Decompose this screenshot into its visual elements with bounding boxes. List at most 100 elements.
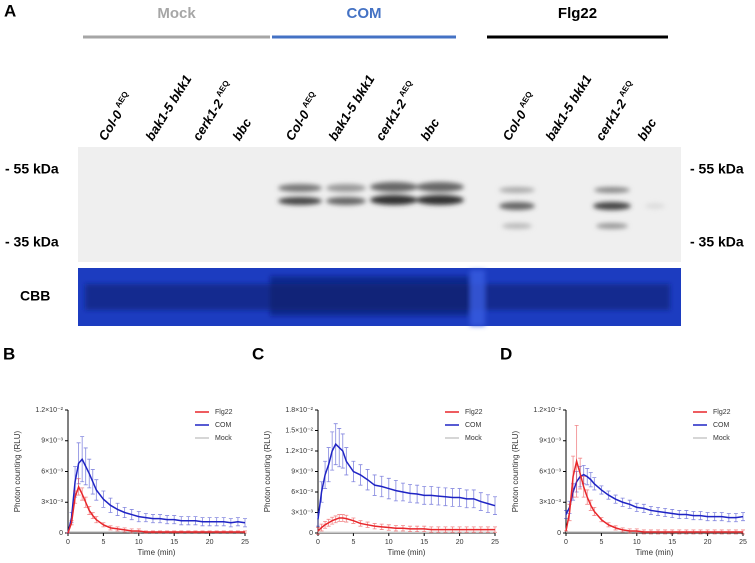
y-tick-label: 3×10⁻³	[41, 499, 63, 506]
y-tick-label: 6×10⁻³	[291, 489, 313, 496]
marker-label: - 55 kDa	[690, 161, 744, 177]
legend-label: Mock	[215, 435, 232, 442]
x-axis-label: Time (min)	[388, 548, 426, 557]
marker-label: - 35 kDa	[5, 234, 59, 250]
series-line	[565, 458, 743, 533]
y-tick-label: 0	[59, 530, 63, 537]
y-axis-label: Photon counting (RLU)	[263, 430, 272, 512]
y-tick-label: 3×10⁻³	[539, 499, 561, 506]
legend-label: Flg22	[713, 409, 731, 416]
series-line	[67, 484, 245, 534]
lane-sup: AEQ	[617, 79, 634, 98]
panel-label: D	[500, 344, 512, 363]
lane-name: bak1-5 bkk1	[326, 72, 378, 143]
x-tick-label: 5	[351, 539, 355, 546]
lane-label: cerk1-2AEQ	[592, 79, 641, 144]
lane-name: bak1-5 bkk1	[543, 72, 595, 143]
series-line	[317, 517, 495, 532]
x-tick-label: 5	[599, 539, 603, 546]
lane-label: Col-0AEQ	[282, 90, 324, 143]
bands	[278, 182, 665, 229]
lane-label: bak1-5 bkk1	[326, 72, 378, 143]
y-tick-label: 1.8×10⁻²	[285, 407, 313, 414]
x-tick-label: 15	[668, 539, 676, 546]
y-tick-label: 6×10⁻³	[41, 468, 63, 475]
lane-label: cerk1-2AEQ	[372, 79, 421, 144]
lane-sup: AEQ	[113, 90, 130, 109]
lane-name: bak1-5 bkk1	[143, 72, 195, 143]
lane-label: Col-0AEQ	[499, 90, 541, 143]
series-line	[565, 473, 744, 519]
blot	[78, 147, 681, 262]
lane-label: Col-0AEQ	[95, 90, 137, 143]
x-tick-label: 15	[170, 539, 178, 546]
lane-name: bbc	[635, 115, 660, 143]
x-tick-label: 0	[316, 539, 320, 546]
legend-label: Flg22	[215, 409, 233, 416]
y-tick-label: 1.2×10⁻²	[285, 448, 313, 455]
x-tick-label: 20	[456, 539, 464, 546]
lane-label: bak1-5 bkk1	[143, 72, 195, 143]
x-tick-label: 20	[704, 539, 712, 546]
x-axis-label: Time (min)	[138, 548, 176, 557]
stain-label: CBB	[20, 288, 50, 304]
lane-sup: AEQ	[397, 79, 414, 98]
marker-label: - 35 kDa	[690, 234, 744, 250]
x-axis-label: Time (min)	[636, 548, 674, 557]
x-tick-label: 25	[241, 539, 249, 546]
x-tick-label: 25	[491, 539, 499, 546]
lane-name: Col-0	[283, 107, 313, 143]
x-tick-label: 0	[66, 539, 70, 546]
x-tick-label: 25	[739, 539, 747, 546]
group-label: Flg22	[558, 5, 597, 22]
y-tick-label: 9×10⁻³	[291, 468, 313, 475]
legend-label: COM	[713, 422, 730, 429]
panel-label: A	[4, 1, 16, 20]
lane-sup: AEQ	[214, 79, 231, 98]
legend-label: COM	[215, 422, 232, 429]
y-tick-label: 0	[309, 530, 313, 537]
y-tick-label: 1.2×10⁻²	[533, 407, 561, 414]
y-tick-label: 9×10⁻³	[41, 438, 63, 445]
lane-label: bbc	[635, 115, 660, 143]
y-tick-label: 0	[557, 530, 561, 537]
x-tick-label: 10	[633, 539, 641, 546]
group-label: COM	[347, 5, 382, 22]
lane-name: cerk1-2	[373, 96, 410, 143]
y-axis-label: Photon counting (RLU)	[13, 430, 22, 512]
x-tick-label: 10	[385, 539, 393, 546]
legend-label: Mock	[713, 435, 730, 442]
lane-label: bbc	[418, 115, 443, 143]
lane-label: bak1-5 bkk1	[543, 72, 595, 143]
lane-sup: AEQ	[300, 90, 317, 109]
legend-label: Flg22	[465, 409, 483, 416]
x-tick-label: 20	[206, 539, 214, 546]
y-tick-label: 1.2×10⁻²	[35, 407, 63, 414]
lane-name: cerk1-2	[190, 96, 227, 143]
panel-label: C	[252, 344, 264, 363]
panel-label: B	[3, 344, 15, 363]
legend-label: Mock	[465, 435, 482, 442]
y-tick-label: 6×10⁻³	[539, 468, 561, 475]
lane-name: Col-0	[500, 107, 530, 143]
x-tick-label: 10	[135, 539, 143, 546]
lane-name: bbc	[418, 115, 443, 143]
series-line	[67, 457, 246, 534]
lane-label: bbc	[230, 115, 255, 143]
lane-name: bbc	[230, 115, 255, 143]
marker-label: - 55 kDa	[5, 161, 59, 177]
series-line	[317, 442, 496, 520]
x-tick-label: 5	[101, 539, 105, 546]
y-tick-label: 3×10⁻³	[291, 509, 313, 516]
y-axis-label: Photon counting (RLU)	[511, 430, 520, 512]
x-tick-label: 15	[420, 539, 428, 546]
y-tick-label: 1.5×10⁻²	[285, 427, 313, 434]
legend-label: COM	[465, 422, 482, 429]
lane-name: cerk1-2	[593, 96, 630, 143]
y-tick-label: 9×10⁻³	[539, 438, 561, 445]
x-tick-label: 0	[564, 539, 568, 546]
group-label: Mock	[157, 5, 196, 22]
lane-name: Col-0	[96, 107, 126, 143]
cbb-bands	[85, 270, 670, 326]
